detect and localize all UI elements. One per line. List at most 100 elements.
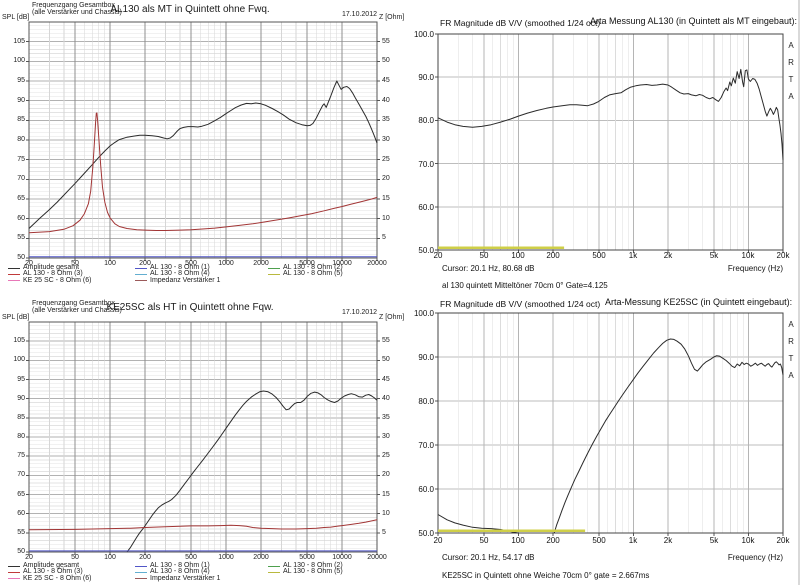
plot-border <box>437 33 784 251</box>
y-axis-label-right: Z [Ohm] <box>379 14 405 21</box>
series-amplitude-gesamt <box>28 80 378 229</box>
arta-al130-plot <box>435 33 784 253</box>
y-tick-label-right: 50 <box>382 57 390 64</box>
x-tick-label: 20000 <box>367 260 387 267</box>
y-tick-label-right: 35 <box>382 414 390 421</box>
y-tick-label-right: 55 <box>382 337 390 344</box>
x-tick-label: 2k <box>663 536 673 545</box>
software-title: Frequenzgang Gesamtbox (alle Verstärker … <box>32 300 122 314</box>
x-tick-label: 100 <box>104 260 116 267</box>
x-tick-label: 10k <box>741 251 755 260</box>
y-tick-label-right: 20 <box>382 175 390 182</box>
watermark-letter: T <box>788 75 794 84</box>
y-tick-label: 80 <box>17 136 25 143</box>
y-tick-label-right: 10 <box>382 510 390 517</box>
x-tick-label: 10000 <box>332 554 352 561</box>
y-tick-label: 100 <box>13 57 25 64</box>
x-tick-label: 1k <box>628 536 638 545</box>
watermark-letter: R <box>788 58 794 67</box>
y-tick-label: 55 <box>17 529 25 536</box>
y-tick-label-right: 5 <box>382 529 386 536</box>
y-tick-label-right: 10 <box>382 215 390 222</box>
x-tick-label: 50 <box>71 554 79 561</box>
chart-title: Arta-Messung KE25SC (in Quintett eingeba… <box>605 297 793 307</box>
ke25sc-frequenzgang-plot <box>26 321 380 555</box>
y-tick-label: 80.0 <box>418 116 434 125</box>
x-tick-label: 100 <box>104 554 116 561</box>
x-tick-label: 1k <box>628 251 638 260</box>
y-tick-label: 60 <box>17 510 25 517</box>
y-tick-label: 100.0 <box>413 30 434 39</box>
y-tick-label: 50.0 <box>418 529 434 538</box>
y-tick-label-right: 15 <box>382 491 390 498</box>
plot-header: FR Magnitude dB V/V (smoothed 1/24 oct) <box>440 299 601 309</box>
x-tick-label: 5k <box>709 536 719 545</box>
y-tick-label: 105 <box>13 337 25 344</box>
y-tick-label: 80.0 <box>418 397 434 406</box>
y-tick-label-right: 50 <box>382 356 390 363</box>
watermark-letter: A <box>788 41 794 50</box>
y-tick-label: 65 <box>17 491 25 498</box>
y-tick-label-right: 30 <box>382 433 390 440</box>
x-tick-label: 50 <box>479 536 489 545</box>
x-tick-label: 500 <box>592 251 606 260</box>
x-tick-label: 100 <box>511 536 525 545</box>
chart-title: AL130 als MT in Quintett ohne Fwq. <box>110 4 270 15</box>
software-title-line2: (alle Verstärker und Chassis) <box>32 9 122 16</box>
x-tick-label: 5000 <box>299 554 315 561</box>
software-title-line2: (alle Verstärker und Chassis) <box>32 307 122 314</box>
y-tick-label: 60 <box>17 215 25 222</box>
x-tick-label: 200 <box>546 536 560 545</box>
y-tick-label: 95 <box>17 77 25 84</box>
y-tick-label: 90 <box>17 97 25 104</box>
y-tick-label-right: 5 <box>382 234 386 241</box>
y-tick-label-right: 25 <box>382 156 390 163</box>
y-tick-label-right: 40 <box>382 97 390 104</box>
y-tick-label-right: 40 <box>382 395 390 402</box>
y-tick-label: 70 <box>17 471 25 478</box>
x-tick-label: 500 <box>185 554 197 561</box>
y-axis-label-left: SPL [dB] <box>2 314 30 321</box>
y-tick-label-right: 45 <box>382 376 390 383</box>
y-tick-label: 60.0 <box>418 203 434 212</box>
window-edge <box>798 0 800 585</box>
plot-header: FR Magnitude dB V/V (smoothed 1/24 oct) <box>440 18 601 28</box>
cursor-readout: Cursor: 20.1 Hz, 54.17 dB <box>442 553 535 562</box>
x-tick-label: 1000 <box>218 554 234 561</box>
x-tick-label: 20 <box>25 554 33 561</box>
y-tick-label: 50 <box>17 254 25 261</box>
x-tick-label: 10000 <box>332 260 352 267</box>
x-tick-label: 20 <box>433 251 443 260</box>
al130-frequenzgang-plot <box>26 21 380 261</box>
x-tick-label: 20k <box>776 536 790 545</box>
x-axis-label: Frequency (Hz) <box>727 553 783 562</box>
y-tick-label: 95 <box>17 376 25 383</box>
y-tick-label: 100 <box>13 356 25 363</box>
series-impedanz-verst-rker-1 <box>28 112 378 234</box>
measurement-note: KE25SC in Quintett ohne Weiche 70cm 0° g… <box>442 571 650 580</box>
x-tick-label: 50 <box>71 260 79 267</box>
y-tick-label: 50.0 <box>418 246 434 255</box>
watermark-letter: R <box>788 337 794 346</box>
y-tick-label: 85 <box>17 116 25 123</box>
measurement-note: al 130 quintett Mitteltöner 70cm 0° Gate… <box>442 281 608 290</box>
x-tick-label: 500 <box>185 260 197 267</box>
software-title-line1: Frequenzgang Gesamtbox <box>32 2 115 9</box>
x-tick-label: 200 <box>546 251 560 260</box>
x-tick-label: 10k <box>741 536 755 545</box>
x-tick-label: 200 <box>139 260 151 267</box>
cursor-readout: Cursor: 20.1 Hz, 80.68 dB <box>442 264 535 273</box>
plot-border <box>28 21 378 259</box>
series-impedanz-verst-rker-1 <box>28 519 378 531</box>
y-tick-label: 60.0 <box>418 485 434 494</box>
y-tick-label-right: 55 <box>382 38 390 45</box>
y-tick-label-right: 25 <box>382 452 390 459</box>
x-tick-label: 20k <box>776 251 790 260</box>
x-tick-label: 20 <box>25 260 33 267</box>
chart-title: Arta Messung AL130 (in Quintett als MT e… <box>590 16 797 26</box>
y-tick-label-right: 45 <box>382 77 390 84</box>
x-axis-label: Frequency (Hz) <box>727 264 783 273</box>
